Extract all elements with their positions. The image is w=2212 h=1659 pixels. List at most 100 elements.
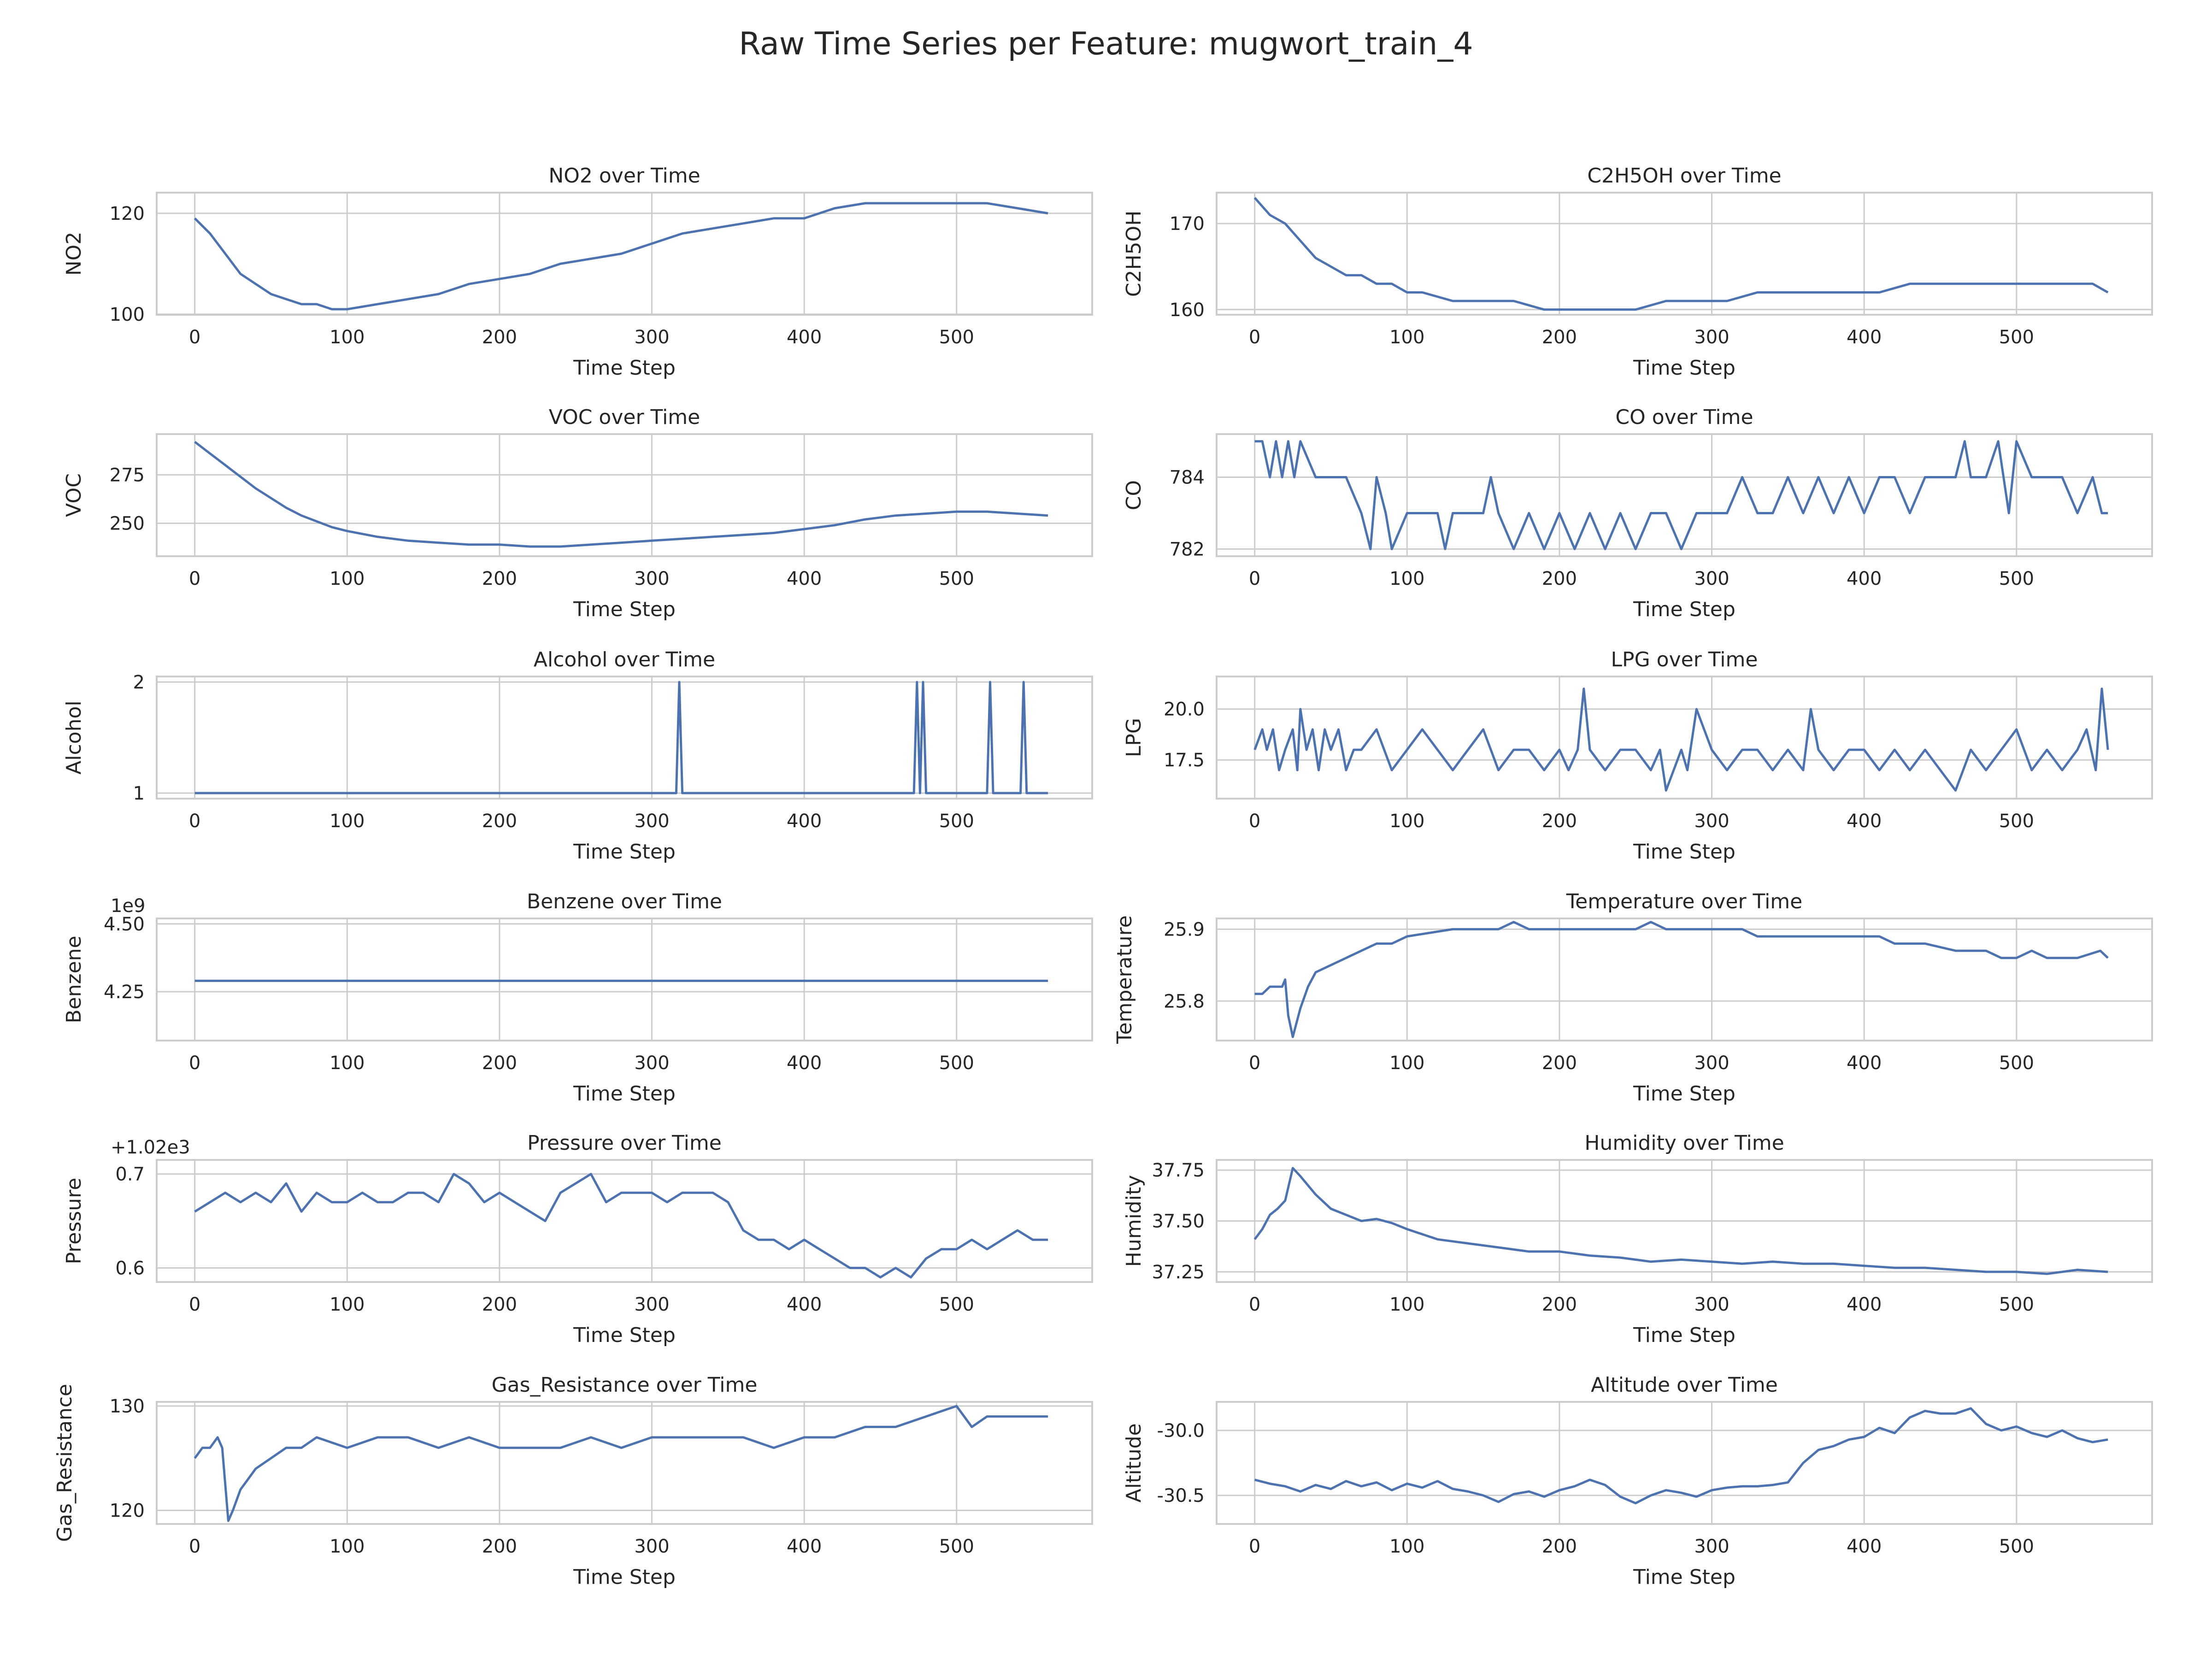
series-line [194,681,1048,794]
x-tick-label: 200 [1542,811,1577,832]
x-tick-label: 100 [1389,568,1424,589]
axes-frame [1216,676,2153,800]
x-tick-label: 500 [939,327,974,348]
x-tick-label: 100 [1389,327,1424,348]
y-tick-label: -30.0 [1157,1420,1205,1441]
series-line [1253,688,2109,792]
x-tick-label: 300 [634,1294,669,1315]
subplot-title: C2H5OH over Time [1587,164,1781,188]
x-tick-label: 100 [329,811,365,832]
x-tick-label: 500 [939,568,974,589]
y-tick-label: 170 [1170,213,1205,235]
x-tick-label: 400 [787,1536,822,1557]
x-tick-label: 0 [1249,811,1260,832]
series-line [1253,197,2109,311]
axes-frame [1216,918,2153,1041]
subplot-title: Temperature over Time [1566,890,1803,913]
x-tick-label: 300 [1694,1294,1729,1315]
subplot-title: Benzene over Time [527,890,722,913]
subplot-9: 0 100 200 300 400 500 0.6 0.7 Pressure over Time… [62,1131,1093,1347]
x-tick-label: 200 [1542,1294,1577,1315]
y-tick-label: 120 [110,203,145,224]
x-tick-label: 0 [189,811,200,832]
figure-title: Raw Time Series per Feature: mugwort_tra… [739,26,1473,62]
x-tick-label: 200 [482,1053,517,1074]
subplot-title: Altitude over Time [1591,1373,1778,1397]
x-tick-label: 500 [1999,811,2034,832]
x-axis-label: Time Step [573,1082,676,1106]
y-tick-label: 130 [110,1396,145,1417]
x-tick-label: 400 [787,811,822,832]
y-axis-label: Altitude [1122,1424,1146,1503]
x-axis-label: Time Step [1633,598,1735,621]
x-tick-label: 0 [189,1053,200,1074]
y-tick-label: 20.0 [1164,699,1205,720]
x-tick-label: 400 [1847,1294,1882,1315]
y-axis-label: LPG [1122,718,1146,757]
x-axis-label: Time Step [1633,840,1735,864]
subplot-4: 0 100 200 300 400 500 782 784 CO over Time Time S… [1122,406,2153,621]
x-tick-label: 200 [482,327,517,348]
subplot-8: 0 100 200 300 400 500 25.8 25.9 Temperature over… [1113,890,2153,1106]
x-tick-label: 200 [1542,327,1577,348]
x-tick-label: 500 [939,811,974,832]
x-tick-label: 0 [189,327,200,348]
axes-frame [156,676,1093,800]
y-axis-label: Pressure [62,1178,86,1265]
y-axis-label: C2H5OH [1122,211,1146,297]
y-tick-label: 120 [110,1500,145,1522]
x-tick-label: 200 [482,811,517,832]
x-tick-label: 400 [1847,811,1882,832]
series-line [1254,921,2109,1038]
series-line [194,441,1048,548]
x-axis-label: Time Step [573,840,676,864]
x-tick-label: 100 [1389,811,1424,832]
subplot-11: 0 100 200 300 400 500 120 130 Gas_Resistance ove… [53,1373,1093,1589]
y-tick-label: 2 [133,672,145,693]
axes-frame [156,918,1093,1041]
x-tick-label: 500 [939,1053,974,1074]
x-tick-label: 400 [787,327,822,348]
subplot-1: 0 100 200 300 400 500 100 120 NO2 over Time Time … [62,164,1093,380]
x-tick-label: 200 [482,1294,517,1315]
y-axis-label: Temperature [1113,915,1136,1044]
x-tick-label: 200 [482,568,517,589]
y-tick-label: 4.25 [104,982,145,1003]
y-axis-label: Benzene [62,935,86,1023]
x-tick-label: 100 [329,1536,365,1557]
series-line [1253,1167,2108,1275]
x-tick-label: 500 [1999,1536,2034,1557]
x-tick-label: 300 [1694,327,1729,348]
subplot-7: 0 100 200 300 400 500 4.25 4.50 Benzene over Tim… [62,890,1093,1106]
x-tick-label: 300 [1694,1536,1729,1557]
x-tick-label: 200 [1542,1536,1577,1557]
subplot-title: Gas_Resistance over Time [492,1373,758,1397]
x-tick-label: 0 [1249,1536,1260,1557]
x-tick-label: 400 [1847,568,1882,589]
y-tick-label: 4.50 [104,914,145,935]
x-tick-label: 200 [1542,568,1577,589]
subplot-title: Alcohol over Time [534,648,715,671]
x-tick-label: 300 [634,1536,669,1557]
subplot-6: 0 100 200 300 400 500 17.5 20.0 LPG over Time Tim… [1122,648,2153,864]
axes-frame [156,433,1093,557]
x-tick-label: 100 [1389,1536,1424,1557]
axes-frame [1216,1159,2153,1283]
x-tick-label: 0 [1249,568,1260,589]
y-tick-label: 784 [1170,467,1205,488]
subplot-title: LPG over Time [1611,648,1758,671]
x-axis-label: Time Step [1633,1082,1735,1106]
x-tick-label: 400 [1847,1536,1882,1557]
x-tick-label: 500 [1999,327,2034,348]
y-tick-label: 0.6 [115,1258,145,1279]
x-tick-label: 100 [329,327,365,348]
y-offset-label: 1e9 [111,895,146,917]
x-tick-label: 300 [1694,568,1729,589]
subplot-2: 0 100 200 300 400 500 160 170 C2H5OH over Time Ti… [1122,164,2153,380]
y-tick-label: 782 [1170,539,1205,560]
x-tick-label: 100 [329,1294,365,1315]
subplot-title: Humidity over Time [1584,1131,1784,1155]
subplot-title: NO2 over Time [548,164,700,188]
y-axis-label: Humidity [1122,1175,1146,1267]
x-tick-label: 500 [939,1536,974,1557]
